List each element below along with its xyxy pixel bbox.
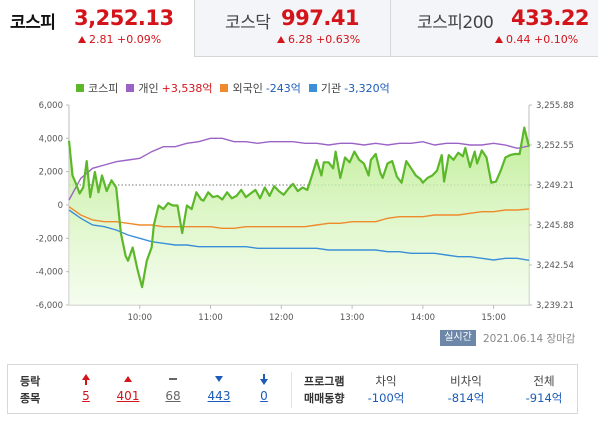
- tab-kospi200[interactable]: 코스피200 433.22 0.44 +0.10%: [390, 0, 598, 57]
- stat-upper-limit[interactable]: 5: [71, 372, 101, 403]
- stat-up[interactable]: 401: [113, 372, 143, 403]
- legend-item-kospi: 코스피: [76, 80, 118, 96]
- x-tick-label: 11:00: [198, 313, 223, 323]
- stat-flat[interactable]: 68: [158, 372, 188, 403]
- right-tick-label: 3,245.88: [536, 221, 574, 231]
- program-non-arbitrage: 비차익 -814억: [447, 374, 485, 405]
- down-triangle-icon: [204, 372, 234, 386]
- x-tick-label: 14:00: [411, 313, 436, 323]
- flat-dash-icon: [158, 372, 188, 386]
- stat-lower-limit[interactable]: 0: [249, 372, 279, 403]
- x-tick-label: 13:00: [340, 313, 365, 323]
- legend-swatch: [308, 84, 317, 92]
- tab-name: 코스피: [10, 13, 56, 33]
- left-tick-label: -2,000: [36, 234, 63, 244]
- tab-kosdaq[interactable]: 코스닥 997.41 6.28 +0.63%: [194, 0, 390, 57]
- tab-name: 코스피200: [417, 13, 494, 33]
- right-tick-label: 3,255.88: [536, 101, 574, 111]
- up-triangle-icon: [113, 372, 143, 386]
- lower-limit-arrow-icon: [249, 372, 279, 386]
- left-tick-label: 6,000: [39, 101, 63, 111]
- tab-value: 997.41: [281, 6, 360, 30]
- up-triangle-icon: [78, 36, 86, 43]
- left-tick-label: 2,000: [39, 168, 63, 178]
- right-tick-label: 3,239.21: [536, 301, 574, 311]
- tab-kospi[interactable]: 코스피 3,252.13 2.81 +0.09%: [0, 0, 194, 57]
- series-line-개인: [68, 137, 530, 201]
- legend-item-institution: 기관 -3,320억: [308, 80, 390, 96]
- left-tick-label: 4,000: [39, 134, 63, 144]
- tab-change: 2.81 +0.09%: [78, 33, 161, 46]
- legend-item-individual: 개인 +3,538억: [126, 80, 212, 96]
- tab-name: 코스닥: [225, 13, 271, 33]
- index-tabs: 코스피 3,252.13 2.81 +0.09% 코스닥 997.41 6.28…: [0, 0, 598, 57]
- tab-change: 6.28 +0.63%: [277, 33, 360, 46]
- series-line-kospi: [67, 126, 531, 289]
- right-tick-label: 3,252.55: [536, 141, 574, 151]
- legend-swatch: [220, 84, 229, 92]
- market-summary-panel: 등락 종목 5 401 68 443 0 프로그램 매매동향 차익 -100억 …: [7, 364, 578, 414]
- realtime-badge[interactable]: 실시간: [440, 330, 476, 346]
- tab-value: 433.22: [511, 6, 590, 30]
- x-tick-label: 10:00: [128, 313, 153, 323]
- legend-item-foreign: 외국인 -243억: [220, 80, 301, 96]
- program-arbitrage: 차익 -100억: [367, 374, 405, 405]
- up-triangle-icon: [277, 36, 285, 43]
- right-tick-label: 3,249.21: [536, 181, 574, 191]
- series-line-기관: [68, 209, 530, 261]
- legend-swatch: [126, 84, 135, 92]
- left-tick-label: 0: [58, 201, 63, 211]
- series-line-외국인: [68, 206, 530, 230]
- stat-down[interactable]: 443: [204, 372, 234, 403]
- left-tick-label: -6,000: [36, 301, 63, 311]
- tab-change: 0.44 +0.10%: [495, 33, 578, 46]
- kospi-area: [69, 127, 529, 305]
- right-tick-label: 3,242.54: [536, 261, 574, 271]
- program-trading-label: 프로그램 매매동향: [304, 375, 345, 405]
- panel-divider: [291, 372, 292, 408]
- upper-limit-arrow-icon: [71, 372, 101, 386]
- x-tick-label: 15:00: [481, 313, 506, 323]
- chart-legend: 코스피 개인 +3,538억 외국인 -243억 기관 -3,320억: [76, 80, 398, 96]
- legend-swatch: [76, 84, 84, 92]
- advance-decline-label: 등락 종목: [20, 375, 41, 405]
- tab-value: 3,252.13: [74, 6, 174, 30]
- left-tick-label: -4,000: [36, 268, 63, 278]
- program-total: 전체 -914억: [525, 374, 563, 405]
- up-triangle-icon: [495, 36, 503, 43]
- intraday-chart: 6,000 4,000 2,000 0 -2,000 -4,000 -6,000 3,255.…: [36, 101, 574, 323]
- x-tick-label: 12:00: [269, 313, 294, 323]
- market-close-date: 2021.06.14 장마감: [483, 333, 576, 345]
